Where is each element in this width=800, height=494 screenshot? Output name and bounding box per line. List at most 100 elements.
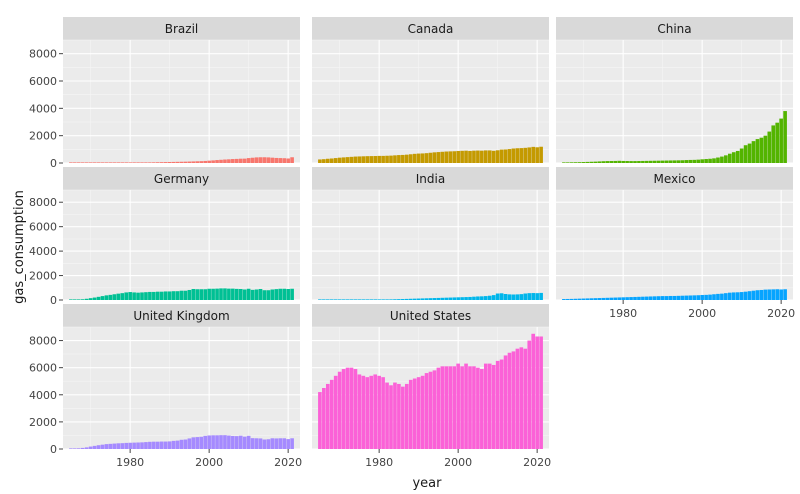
facet-panel-canada: Canada bbox=[312, 17, 549, 164]
bar bbox=[84, 298, 89, 300]
facet-strip-label: United Kingdom bbox=[133, 309, 229, 323]
bar bbox=[452, 366, 457, 449]
bar bbox=[191, 289, 196, 300]
bar bbox=[211, 435, 215, 449]
bar bbox=[633, 161, 637, 163]
bar bbox=[727, 153, 732, 163]
bar bbox=[318, 392, 322, 449]
bar bbox=[633, 296, 637, 300]
bar bbox=[515, 294, 520, 300]
bar bbox=[617, 160, 622, 163]
facet-strip-label: China bbox=[657, 22, 691, 36]
y-tick-label: 0 bbox=[50, 294, 57, 307]
bar bbox=[258, 438, 263, 449]
bar bbox=[69, 162, 73, 163]
bar bbox=[573, 162, 578, 163]
bar bbox=[262, 157, 267, 163]
bar bbox=[163, 162, 168, 163]
facet-strip bbox=[63, 17, 300, 40]
y-tick-label: 4000 bbox=[29, 102, 57, 115]
bar bbox=[365, 156, 370, 163]
bar bbox=[428, 371, 433, 449]
y-tick-label: 6000 bbox=[29, 221, 57, 234]
bar bbox=[771, 289, 776, 300]
bar bbox=[700, 294, 704, 300]
bar bbox=[369, 299, 374, 300]
bar bbox=[136, 162, 140, 163]
bar bbox=[207, 160, 211, 163]
bar bbox=[108, 294, 113, 300]
bar bbox=[523, 293, 528, 300]
bar bbox=[408, 154, 413, 163]
bar bbox=[460, 297, 464, 300]
bar bbox=[645, 160, 649, 163]
bar bbox=[420, 375, 425, 449]
bar bbox=[246, 158, 251, 163]
bar bbox=[527, 293, 532, 300]
bar bbox=[720, 156, 724, 163]
bar bbox=[436, 367, 441, 449]
bar bbox=[456, 297, 460, 300]
bar bbox=[519, 347, 524, 449]
bar bbox=[282, 438, 287, 449]
bar bbox=[140, 442, 144, 449]
bar bbox=[783, 289, 787, 300]
bar bbox=[593, 298, 598, 300]
bar bbox=[645, 296, 649, 300]
bar bbox=[100, 296, 105, 300]
bar bbox=[648, 296, 653, 300]
x-axis-title: year bbox=[412, 476, 442, 491]
bar bbox=[593, 161, 598, 163]
bar bbox=[641, 296, 645, 300]
bar bbox=[535, 147, 539, 163]
bar bbox=[783, 111, 787, 163]
bar bbox=[440, 151, 445, 163]
bar bbox=[739, 292, 744, 300]
bar bbox=[412, 298, 417, 300]
bar bbox=[108, 443, 113, 449]
bar bbox=[227, 435, 231, 449]
bar bbox=[527, 147, 532, 163]
bar bbox=[696, 295, 701, 300]
bar bbox=[274, 438, 279, 449]
bar bbox=[397, 155, 401, 163]
bar bbox=[238, 158, 243, 163]
y-tick-label: 4000 bbox=[29, 389, 57, 402]
bar bbox=[195, 289, 200, 300]
facet-strip-label: India bbox=[416, 172, 445, 186]
facet-panels: Brazil 0 2000 4000 6000 8000 Canada China German… bbox=[29, 17, 795, 469]
bar bbox=[254, 157, 259, 163]
bar bbox=[191, 161, 196, 163]
bar bbox=[393, 382, 397, 449]
bar bbox=[597, 161, 602, 163]
bar bbox=[724, 155, 728, 163]
bar bbox=[448, 297, 453, 300]
bar bbox=[531, 293, 536, 300]
bar bbox=[373, 374, 378, 449]
bar bbox=[88, 162, 93, 163]
bar bbox=[585, 161, 590, 163]
bar bbox=[385, 299, 389, 300]
bar bbox=[144, 292, 148, 300]
bar bbox=[720, 293, 724, 300]
bar bbox=[389, 299, 393, 300]
bar bbox=[318, 159, 322, 163]
x-tick-label: 2000 bbox=[688, 307, 716, 320]
bar bbox=[223, 435, 227, 449]
bar bbox=[231, 435, 235, 449]
bar bbox=[456, 363, 460, 449]
bar bbox=[120, 293, 125, 300]
bar bbox=[341, 157, 346, 163]
facet-strip bbox=[312, 304, 549, 327]
bar bbox=[487, 150, 492, 163]
bar bbox=[104, 444, 109, 449]
bar bbox=[132, 442, 136, 449]
bar bbox=[258, 289, 263, 300]
bar bbox=[515, 148, 520, 163]
bar bbox=[381, 377, 385, 449]
bar bbox=[641, 160, 645, 163]
bar bbox=[92, 297, 97, 300]
bar bbox=[625, 297, 629, 300]
x-tick-label: 2020 bbox=[523, 456, 551, 469]
bar bbox=[167, 291, 172, 300]
